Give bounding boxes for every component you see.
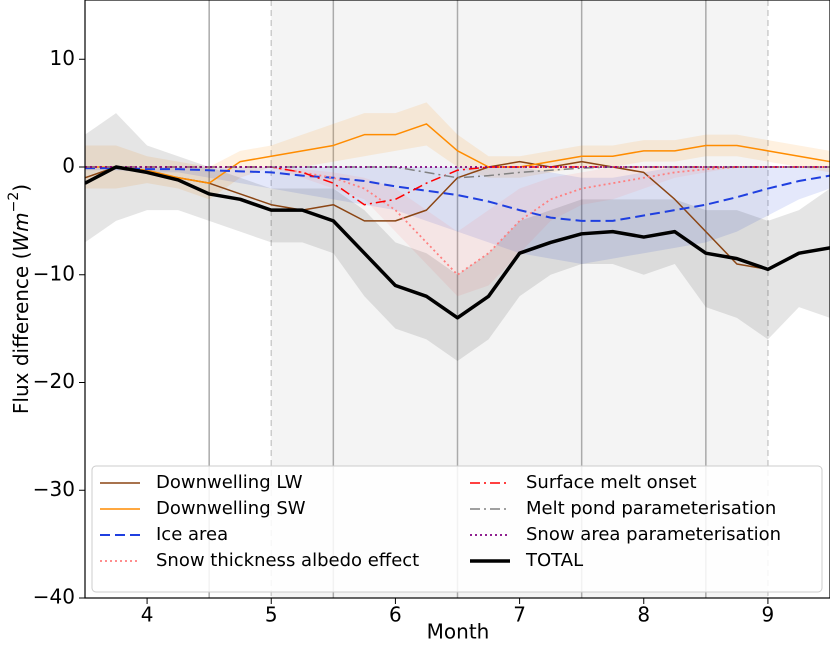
plot-frame	[84, 0, 830, 599]
y-label-text: Flux difference (	[9, 252, 33, 415]
band	[85, 167, 830, 297]
lines	[85, 123, 830, 320]
series-line	[85, 167, 830, 222]
y-label-close: )	[9, 184, 33, 192]
y-axis-label: Flux difference (Wm−2)	[6, 184, 33, 414]
axes: −40 −30 −20 −10 0 10 4 5 6 7 8 9	[33, 0, 830, 627]
y-tick-label: −40	[33, 585, 75, 609]
x-axis-label: Month	[427, 620, 490, 644]
series-line	[85, 123, 830, 184]
x-tick-label: 7	[513, 603, 526, 627]
legend-label: Downwelling LW	[156, 472, 303, 493]
legend-label: Snow area parameterisation	[526, 524, 781, 545]
legend-label: Melt pond parameterisation	[526, 498, 776, 519]
series-line	[85, 165, 830, 320]
legend-label: Ice area	[156, 524, 228, 545]
legend: Downwelling LW Downwelling SW Ice area Snow…	[91, 465, 823, 593]
legend-label: Surface melt onset	[526, 472, 697, 493]
x-tick-label: 6	[389, 603, 402, 627]
band	[85, 167, 830, 264]
x-tick-label: 5	[265, 603, 278, 627]
x-tick-label: 4	[141, 603, 154, 627]
y-label-exp: −2	[6, 192, 22, 213]
legend-label: TOTAL	[525, 550, 583, 571]
legend-label: Downwelling SW	[156, 498, 306, 519]
legend-box	[91, 465, 823, 593]
y-tick-label: −30	[33, 477, 75, 501]
x-tick-label: 9	[762, 603, 775, 627]
y-label-unit: Wm	[9, 212, 33, 251]
x-tick-label: 8	[637, 603, 650, 627]
y-tick-label: 10	[50, 46, 75, 70]
legend-label: Snow thickness albedo effect	[156, 550, 419, 571]
y-tick-label: −20	[33, 369, 75, 393]
y-tick-label: −10	[33, 261, 75, 285]
y-tick-label: 0	[62, 154, 75, 178]
